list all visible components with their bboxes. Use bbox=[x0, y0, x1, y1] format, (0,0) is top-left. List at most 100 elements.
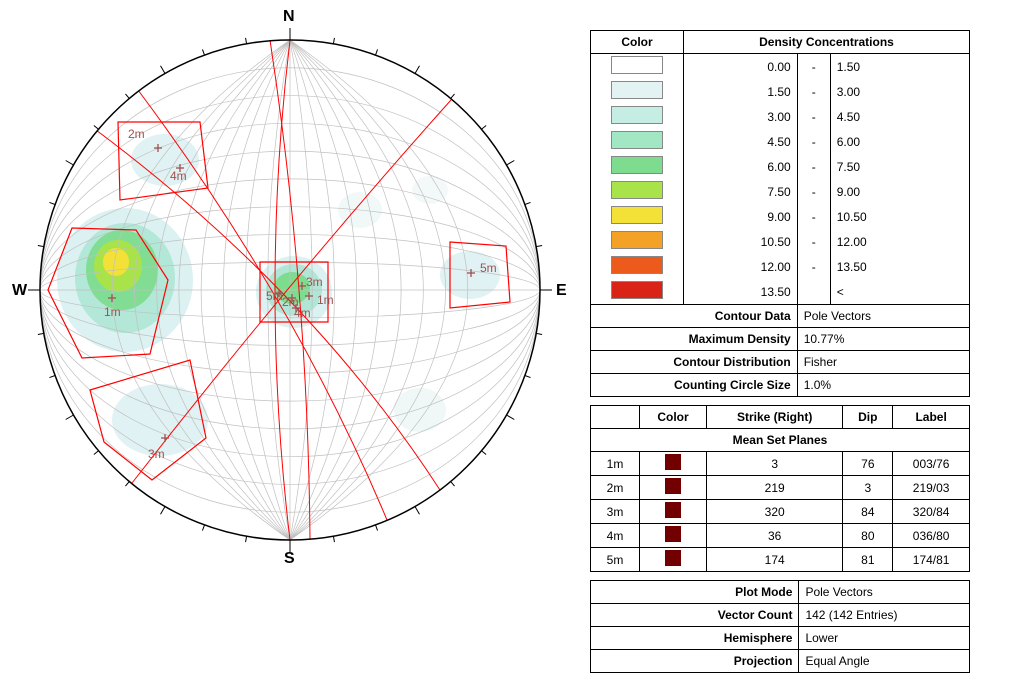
legend-val: 3.00 bbox=[684, 104, 798, 129]
legend-val: 10.50 bbox=[830, 204, 969, 229]
cardinal-e: E bbox=[556, 282, 567, 300]
legend-row: 13.50< bbox=[591, 279, 970, 305]
plane-cell: 36 bbox=[707, 524, 843, 548]
plane-cell: 3m bbox=[591, 500, 640, 524]
contour-info-val: 1.0% bbox=[797, 374, 969, 397]
plane-cell: 3 bbox=[707, 452, 843, 476]
legend-val: - bbox=[797, 204, 830, 229]
legend-val: 6.00 bbox=[684, 154, 798, 179]
marker-label: 4m bbox=[170, 169, 187, 183]
contour-info-row: Contour DataPole Vectors bbox=[591, 305, 970, 328]
legend-swatch bbox=[611, 206, 663, 224]
plane-cell: 036/80 bbox=[893, 524, 970, 548]
legend-val: 0.00 bbox=[684, 54, 798, 80]
plane-cell: 80 bbox=[843, 524, 893, 548]
legend-swatch bbox=[611, 131, 663, 149]
contour-info-key: Contour Distribution bbox=[591, 351, 798, 374]
plane-color-swatch bbox=[665, 502, 681, 518]
legend-header-color: Color bbox=[591, 31, 684, 54]
legend-row: 12.00-13.50 bbox=[591, 254, 970, 279]
plane-cell bbox=[640, 476, 707, 500]
legend-val: 4.50 bbox=[684, 129, 798, 154]
plot-info-key: Hemisphere bbox=[591, 627, 799, 650]
legend-val: 3.00 bbox=[830, 79, 969, 104]
plane-row: 4m3680036/80 bbox=[591, 524, 970, 548]
legend-val: - bbox=[797, 154, 830, 179]
plot-info-key: Vector Count bbox=[591, 604, 799, 627]
legend-val: - bbox=[797, 79, 830, 104]
plane-row: 5m17481174/81 bbox=[591, 548, 970, 572]
legend-header-density: Density Concentrations bbox=[684, 31, 970, 54]
legend-row: 4.50-6.00 bbox=[591, 129, 970, 154]
legend-swatch bbox=[611, 281, 663, 299]
legend-table: Color Density Concentrations 0.00-1.50 1.… bbox=[590, 30, 970, 397]
legend-row: 10.50-12.00 bbox=[591, 229, 970, 254]
legend-val: - bbox=[797, 229, 830, 254]
plot-info-val: 142 (142 Entries) bbox=[799, 604, 970, 627]
legend-swatch bbox=[611, 231, 663, 249]
plot-info-key: Plot Mode bbox=[591, 581, 799, 604]
plane-row: 2m2193219/03 bbox=[591, 476, 970, 500]
contour-info-row: Maximum Density10.77% bbox=[591, 328, 970, 351]
plot-info-val: Lower bbox=[799, 627, 970, 650]
legend-swatch bbox=[611, 106, 663, 124]
legend-swatch bbox=[611, 81, 663, 99]
legend-val: 13.50 bbox=[684, 279, 798, 305]
contour-info-row: Contour DistributionFisher bbox=[591, 351, 970, 374]
plane-cell: 3 bbox=[843, 476, 893, 500]
plot-info-key: Projection bbox=[591, 650, 799, 673]
marker-label: 1m bbox=[104, 305, 121, 319]
legend-swatch bbox=[611, 56, 663, 74]
legend-swatch bbox=[611, 156, 663, 174]
planes-table: Color Strike (Right) Dip Label Mean Set … bbox=[590, 405, 970, 572]
planes-head-strike: Strike (Right) bbox=[707, 406, 843, 429]
legend-val: - bbox=[797, 179, 830, 204]
marker-label: 3m bbox=[306, 275, 323, 289]
legend-val: 7.50 bbox=[830, 154, 969, 179]
planes-head-color: Color bbox=[640, 406, 707, 429]
marker-label: 4m bbox=[294, 306, 311, 320]
plane-color-swatch bbox=[665, 478, 681, 494]
legend-val: - bbox=[797, 104, 830, 129]
plot-info-val: Equal Angle bbox=[799, 650, 970, 673]
plane-cell: 81 bbox=[843, 548, 893, 572]
legend-val: 7.50 bbox=[684, 179, 798, 204]
legend-swatch bbox=[611, 256, 663, 274]
plane-cell: 5m bbox=[591, 548, 640, 572]
stereonet: 1m2m3m4m5m1m2m3m4m5m N S E W bbox=[10, 10, 570, 570]
legend-val: 4.50 bbox=[830, 104, 969, 129]
plane-cell: 003/76 bbox=[893, 452, 970, 476]
plane-cell: 219/03 bbox=[893, 476, 970, 500]
marker-label: 5m bbox=[480, 261, 497, 275]
legend-row: 0.00-1.50 bbox=[591, 54, 970, 80]
plane-cell: 219 bbox=[707, 476, 843, 500]
plane-cell: 174/81 bbox=[893, 548, 970, 572]
legend-val: 9.00 bbox=[684, 204, 798, 229]
plane-color-swatch bbox=[665, 550, 681, 566]
legend-val: - bbox=[797, 254, 830, 279]
contour-info-row: Counting Circle Size1.0% bbox=[591, 374, 970, 397]
plane-color-swatch bbox=[665, 454, 681, 470]
legend-val: 12.00 bbox=[684, 254, 798, 279]
plane-cell bbox=[640, 452, 707, 476]
plane-row: 3m32084320/84 bbox=[591, 500, 970, 524]
contour-info-key: Maximum Density bbox=[591, 328, 798, 351]
planes-section-title: Mean Set Planes bbox=[591, 429, 970, 452]
marker-label: 1m bbox=[317, 293, 334, 307]
contour-blob bbox=[440, 251, 500, 299]
contour-info-key: Counting Circle Size bbox=[591, 374, 798, 397]
plane-color-swatch bbox=[665, 526, 681, 542]
cardinal-s: S bbox=[284, 550, 295, 568]
legend-val: 9.00 bbox=[830, 179, 969, 204]
plot-info-row: Plot ModePole Vectors bbox=[591, 581, 970, 604]
plane-cell: 76 bbox=[843, 452, 893, 476]
plot-info-table: Plot ModePole VectorsVector Count142 (14… bbox=[590, 580, 970, 673]
contour-info-key: Contour Data bbox=[591, 305, 798, 328]
stereonet-svg: 1m2m3m4m5m1m2m3m4m5m bbox=[10, 10, 570, 570]
plane-cell: 84 bbox=[843, 500, 893, 524]
contour-blob bbox=[394, 388, 446, 432]
plane-cell bbox=[640, 500, 707, 524]
info-panel: Color Density Concentrations 0.00-1.50 1.… bbox=[590, 30, 970, 673]
legend-row: 6.00-7.50 bbox=[591, 154, 970, 179]
contour-info-val: 10.77% bbox=[797, 328, 969, 351]
